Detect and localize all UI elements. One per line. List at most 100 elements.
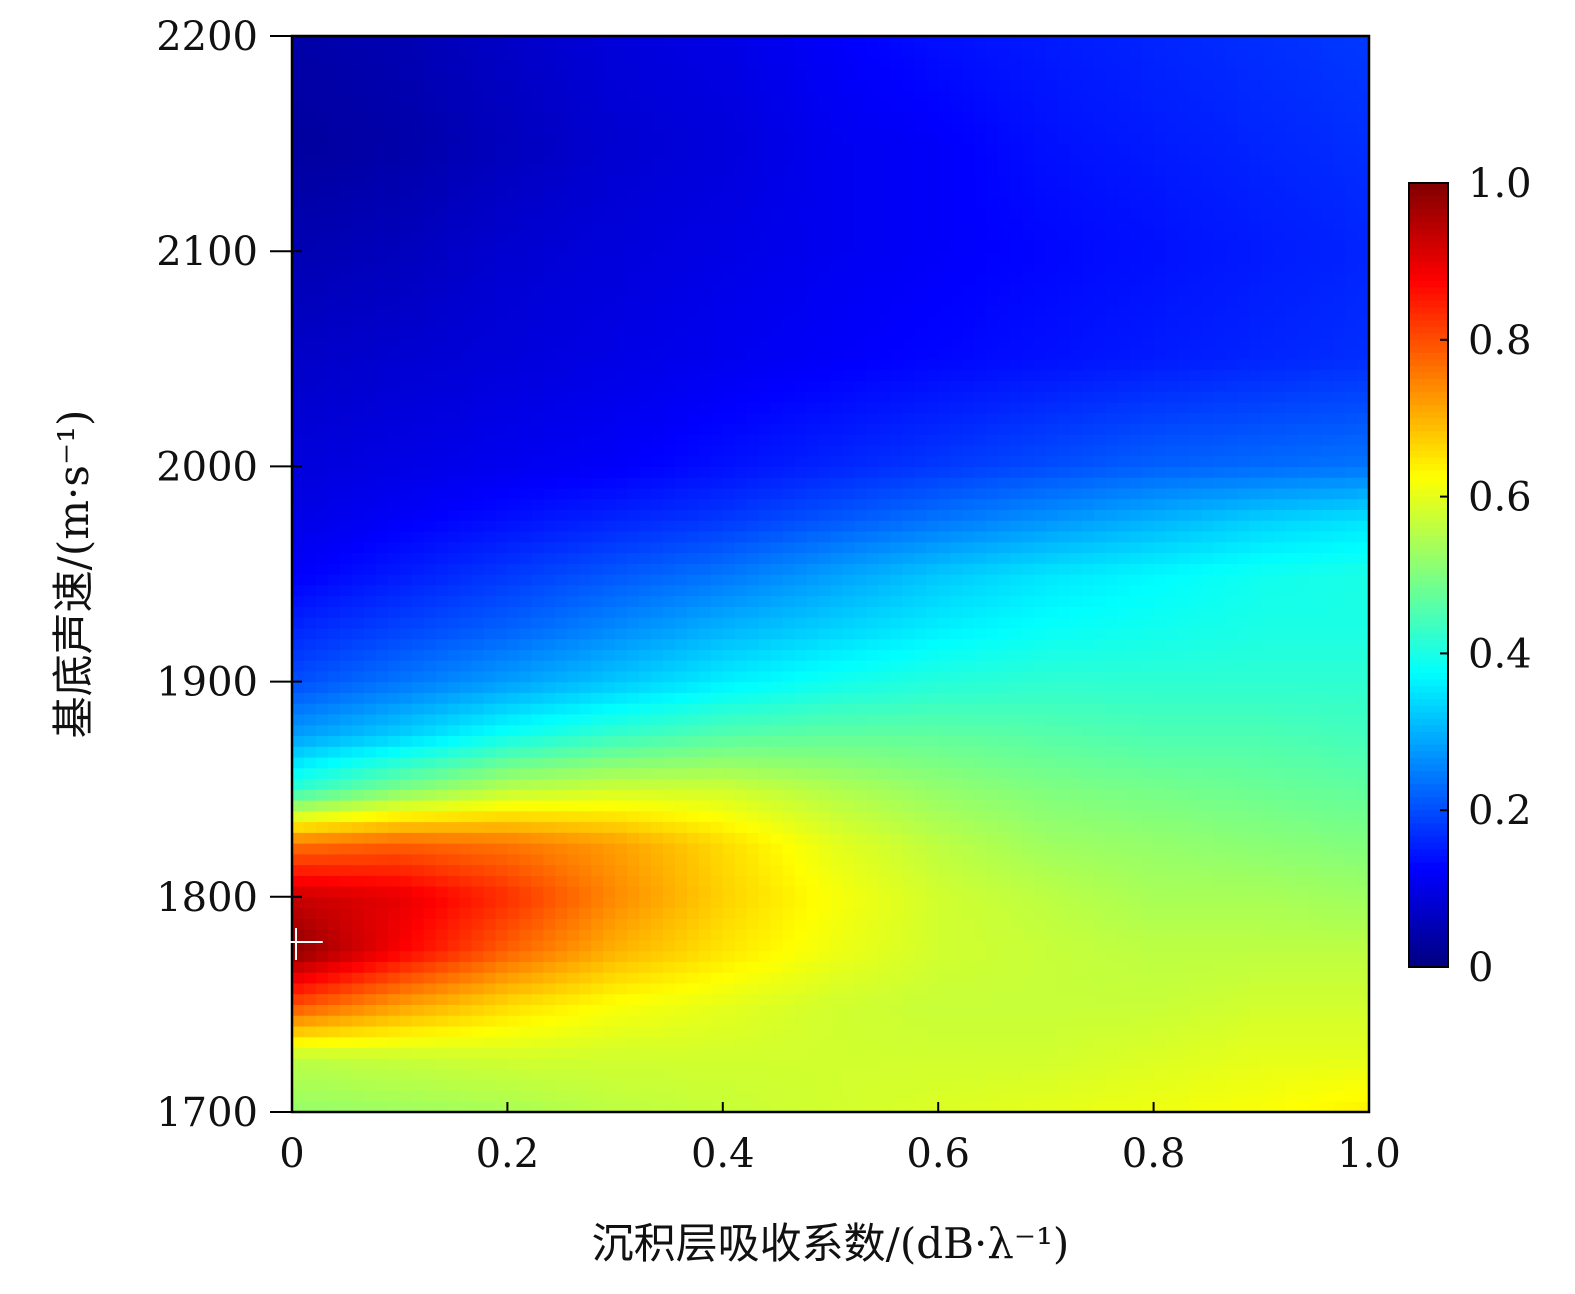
heatmap-cell [292, 843, 305, 855]
heatmap-cell [459, 1090, 473, 1102]
heatmap-cell [854, 799, 867, 812]
heatmap-cell [746, 756, 760, 769]
heatmap-cell [615, 735, 628, 747]
heatmap-cell [639, 1090, 652, 1102]
heatmap-cell [986, 595, 999, 607]
heatmap-cell [818, 853, 832, 866]
heatmap-cell [1345, 584, 1358, 597]
heatmap-cell [842, 799, 856, 812]
heatmap-cell [363, 670, 377, 683]
heatmap-cell [399, 660, 413, 672]
heatmap-cell [758, 617, 772, 629]
heatmap-cell [579, 789, 592, 801]
heatmap-cell [1045, 724, 1059, 736]
heatmap-cell [495, 1036, 508, 1049]
heatmap-cell [986, 530, 999, 543]
heatmap-cell [1105, 1090, 1119, 1102]
heatmap-cell [483, 1101, 497, 1113]
heatmap-cell [651, 692, 664, 704]
heatmap-cell [375, 756, 389, 769]
heatmap-cell [746, 864, 760, 876]
heatmap-cell [1081, 703, 1095, 715]
heatmap-cell [615, 1004, 628, 1016]
heatmap-cell [411, 1015, 425, 1027]
heatmap-cell [615, 778, 628, 790]
heatmap-cell [818, 520, 832, 532]
heatmap-cell [1165, 896, 1179, 909]
heatmap-cell [1237, 1058, 1250, 1070]
heatmap-cell [902, 799, 915, 812]
heatmap-cell [1010, 778, 1023, 790]
heatmap-cell [399, 724, 413, 736]
heatmap-cell [770, 1004, 784, 1016]
heatmap-cell [531, 509, 544, 521]
heatmap-cell [878, 832, 891, 844]
heatmap-cell [615, 896, 628, 909]
heatmap-cell [734, 918, 748, 930]
heatmap-cell [1237, 563, 1250, 575]
heatmap-cell [1057, 939, 1071, 952]
heatmap-cell [315, 520, 329, 532]
heatmap-cell [543, 746, 556, 758]
heatmap-cell [435, 563, 449, 575]
heatmap-cell [1105, 961, 1119, 973]
heatmap-cell [818, 864, 832, 876]
heatmap-cell [447, 853, 461, 866]
heatmap-cell [782, 1036, 796, 1049]
heatmap-cell [1321, 853, 1334, 866]
heatmap-cell [914, 993, 927, 1005]
heatmap-cell [722, 724, 736, 736]
heatmap-cell [555, 563, 568, 575]
heatmap-cell [1261, 670, 1274, 683]
heatmap-cell [459, 595, 473, 607]
heatmap-cell [1153, 627, 1167, 640]
heatmap-cell [1261, 1090, 1274, 1102]
heatmap-cell [375, 939, 389, 952]
heatmap-cell [1177, 541, 1191, 554]
heatmap-cell [1297, 810, 1310, 823]
heatmap-cell [447, 939, 461, 952]
heatmap-cell [1345, 789, 1358, 801]
heatmap-cell [686, 692, 700, 704]
heatmap-cell [1093, 530, 1107, 543]
heatmap-cell [375, 1058, 389, 1070]
heatmap-cell [507, 799, 520, 812]
heatmap-cell [519, 799, 532, 812]
heatmap-cell [1081, 832, 1095, 844]
heatmap-cell [639, 724, 652, 736]
heatmap-cell [1057, 972, 1071, 984]
heatmap-cell [543, 703, 556, 715]
heatmap-cell [399, 886, 413, 898]
heatmap-cell [686, 961, 700, 973]
heatmap-cell [1345, 907, 1358, 919]
heatmap-cell [339, 907, 353, 919]
heatmap-cell [1273, 552, 1286, 564]
heatmap-cell [818, 778, 832, 790]
heatmap-cell [842, 875, 856, 887]
heatmap-cell [806, 982, 820, 995]
heatmap-cell [387, 929, 401, 941]
heatmap-cell [1237, 595, 1250, 607]
heatmap-cell [1189, 907, 1203, 919]
heatmap-cell [998, 810, 1011, 823]
heatmap-cell [962, 756, 975, 769]
heatmap-cell [1057, 778, 1071, 790]
heatmap-cell [495, 574, 508, 586]
heatmap-cell [1321, 595, 1334, 607]
heatmap-cell [1309, 853, 1322, 866]
heatmap-cell [878, 961, 891, 973]
heatmap-cell [423, 767, 437, 780]
heatmap-cell [1129, 1036, 1143, 1049]
heatmap-cell [1165, 1047, 1179, 1059]
heatmap-cell [639, 799, 652, 812]
heatmap-cell [399, 982, 413, 995]
heatmap-cell [627, 1079, 640, 1092]
heatmap-cell [1225, 832, 1238, 844]
heatmap-cell [615, 713, 628, 726]
heatmap-cell [830, 713, 844, 726]
heatmap-cell [1081, 799, 1095, 812]
heatmap-cell [351, 681, 365, 693]
heatmap-cell [1189, 821, 1203, 833]
heatmap-cell [627, 950, 640, 962]
heatmap-cell [1010, 907, 1023, 919]
